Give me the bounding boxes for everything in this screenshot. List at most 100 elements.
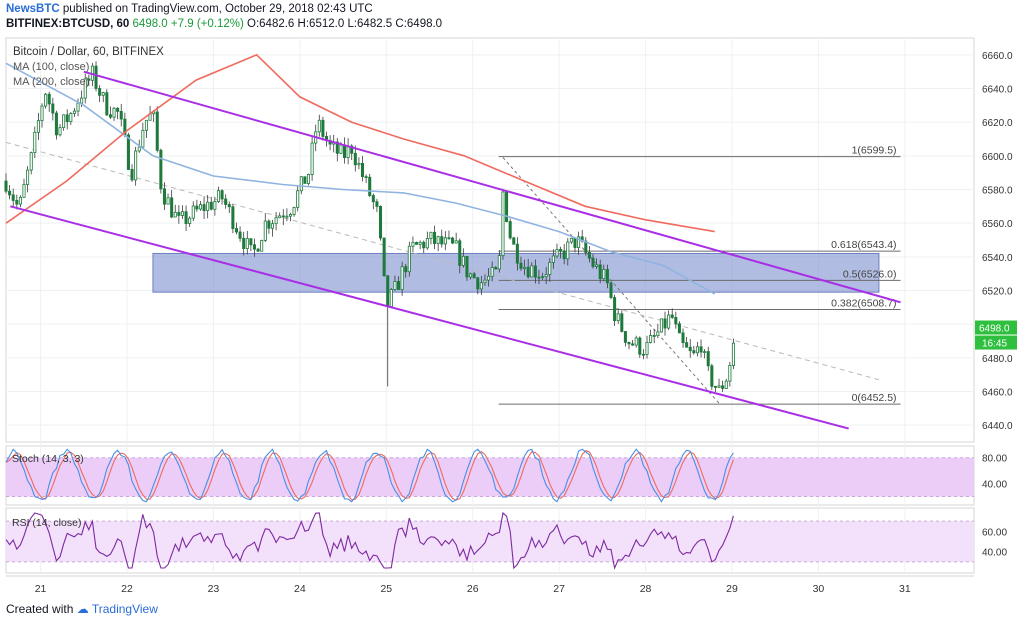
candle	[33, 131, 37, 154]
candle	[15, 200, 19, 205]
candle	[357, 162, 361, 166]
candle	[288, 214, 293, 217]
candle	[544, 274, 548, 278]
candle	[591, 257, 595, 267]
symbol-line: BITFINEX:BTCUSD, 60 6498.0 +7.9 (+0.12%)…	[6, 18, 442, 30]
candle	[335, 141, 339, 154]
candle	[623, 331, 627, 343]
candle	[508, 221, 512, 239]
candle	[379, 205, 383, 239]
candle	[659, 318, 663, 333]
candle	[184, 211, 188, 224]
price-tick-label: 6620.0	[982, 118, 1013, 129]
candle	[47, 93, 51, 105]
candle	[555, 249, 559, 257]
candle	[695, 346, 699, 354]
candle	[400, 266, 404, 290]
candle	[195, 205, 199, 210]
fib-level-label: 0(6452.5)	[852, 392, 897, 404]
candle	[101, 92, 105, 96]
x-tick-label: 24	[294, 583, 306, 595]
rsi-tick-label: 60.00	[982, 527, 1007, 538]
candle	[706, 351, 710, 367]
dashed-trendline	[5, 141, 880, 381]
candle	[699, 346, 703, 353]
candle	[141, 129, 145, 148]
candle	[58, 127, 62, 136]
candle	[692, 350, 696, 354]
candle	[429, 231, 433, 239]
candle	[731, 342, 735, 366]
ma100-line	[5, 62, 716, 295]
candle	[515, 243, 519, 264]
candle	[663, 318, 667, 329]
chart-title: Bitcoin / Dollar, 60, BITFINEX	[13, 46, 164, 58]
candle	[213, 201, 217, 210]
candle	[422, 241, 426, 249]
candle	[126, 134, 130, 170]
candle	[461, 255, 465, 266]
candle	[548, 261, 552, 275]
price-pane	[5, 37, 975, 443]
candle	[69, 113, 73, 122]
candle	[8, 190, 12, 196]
candle	[710, 365, 714, 387]
price-chart[interactable]: 21 22 23 24 25 26 27 28 29 30 31 6440.0 6460.0 6480.0…	[0, 0, 1024, 600]
candle	[296, 190, 300, 208]
candle	[649, 335, 653, 343]
candle	[353, 152, 357, 166]
legend-ma200: MA (200, close)	[13, 76, 89, 88]
candle	[231, 206, 235, 229]
price-tick-label: 6660.0	[982, 51, 1013, 62]
tradingview-logo-icon: ☁	[76, 602, 89, 616]
candle	[587, 252, 591, 259]
candle	[479, 282, 483, 290]
candle	[717, 385, 721, 388]
publisher-brand[interactable]: NewsBTC	[6, 3, 60, 15]
candle	[389, 289, 393, 308]
candle	[342, 144, 347, 159]
low-value: L:6482.5	[347, 18, 393, 30]
candle	[652, 335, 656, 337]
candle	[443, 237, 447, 245]
x-tick-label: 23	[208, 583, 220, 595]
candle	[105, 92, 109, 116]
candle	[267, 220, 271, 229]
candle	[134, 150, 138, 181]
candle	[407, 245, 411, 273]
candle	[721, 385, 725, 389]
candle	[299, 176, 303, 192]
candle	[713, 385, 717, 388]
x-tick-label: 27	[553, 583, 565, 595]
candle	[112, 107, 116, 118]
candle	[415, 242, 419, 245]
high-value: H:6512.0	[297, 18, 345, 30]
candle	[303, 176, 307, 184]
rsi-line	[5, 511, 734, 570]
rsi-tick-label: 40.00	[982, 548, 1007, 559]
candle	[166, 197, 170, 205]
price-tick-label: 6480.0	[982, 354, 1013, 365]
candle	[523, 266, 527, 269]
candle	[645, 342, 649, 355]
candle	[595, 264, 599, 267]
price-tick-label: 6520.0	[982, 287, 1013, 298]
candle	[667, 314, 671, 329]
rsi-band	[6, 521, 974, 562]
candle	[4, 180, 8, 192]
candle	[465, 255, 469, 278]
legend-ma100: MA (100, close)	[13, 61, 89, 73]
candle	[688, 346, 692, 352]
candle	[80, 97, 84, 104]
candle	[310, 142, 314, 175]
x-tick-label: 26	[467, 583, 479, 595]
rsi-label: RSI (14, close)	[12, 517, 81, 529]
candle	[404, 266, 408, 273]
candle	[108, 114, 112, 118]
candle	[137, 146, 141, 152]
candle	[674, 317, 678, 325]
tradingview-link[interactable]: TradingView	[91, 602, 158, 616]
channel-upper-line	[83, 70, 901, 304]
candle	[512, 237, 516, 245]
ma200-line	[5, 53, 715, 233]
